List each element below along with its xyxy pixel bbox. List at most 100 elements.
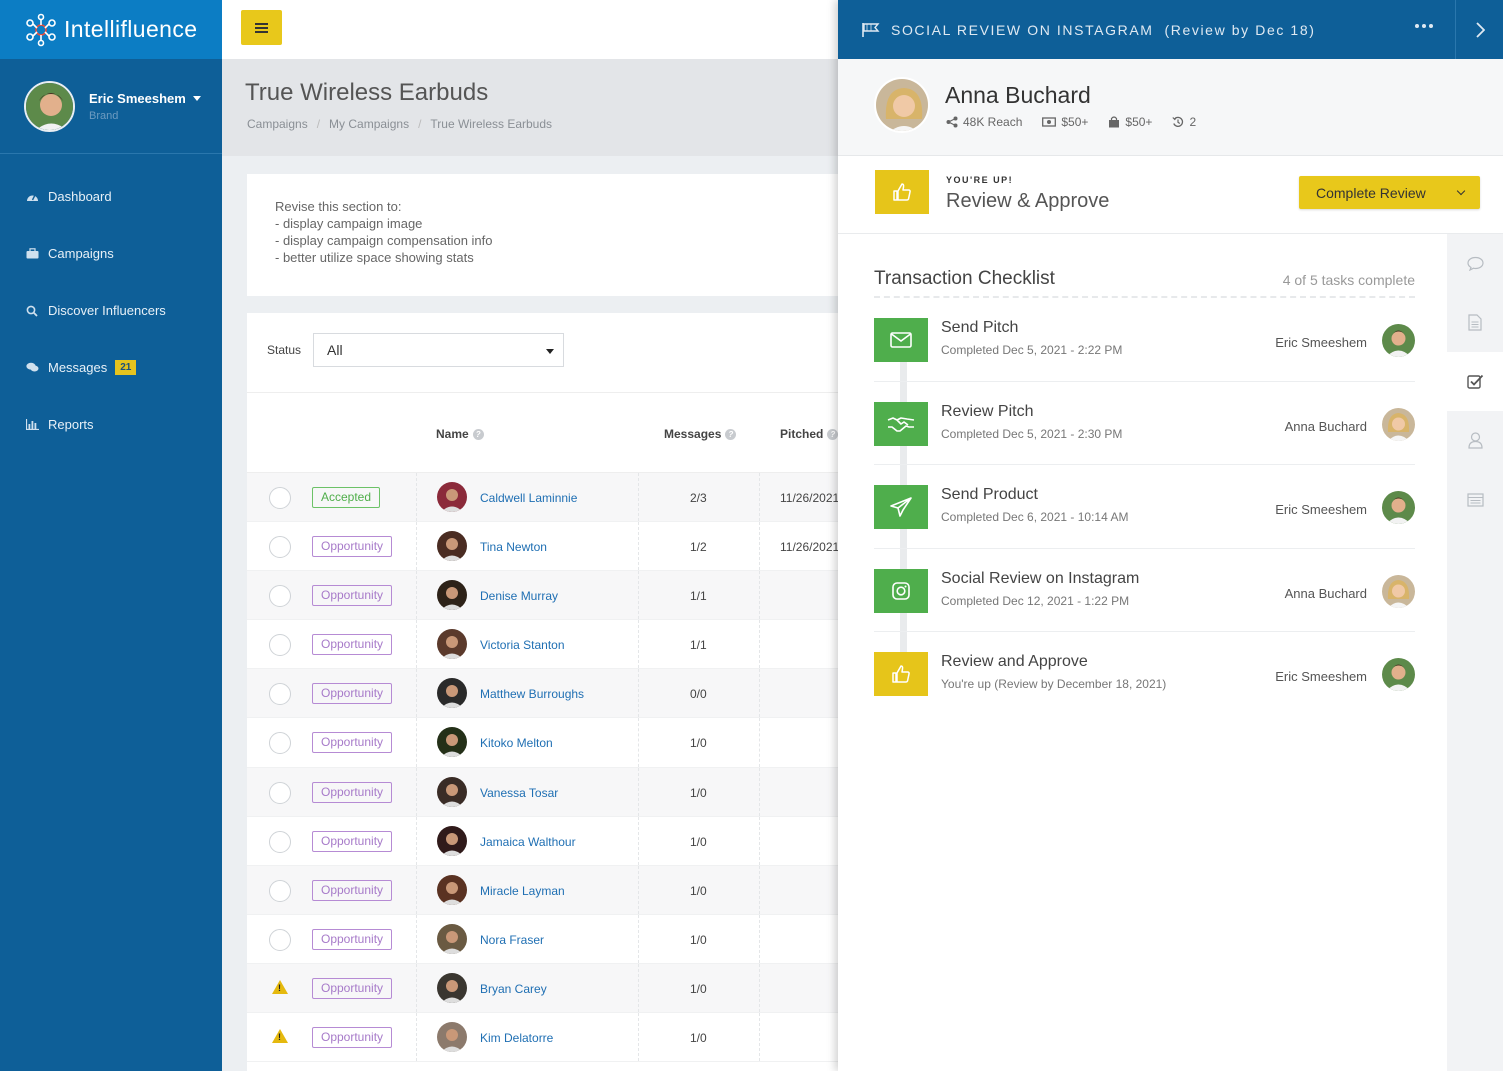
- table-row[interactable]: Opportunity Denise Murray 1/1: [247, 571, 838, 621]
- row-select-radio[interactable]: [269, 683, 291, 706]
- influencer-name-link[interactable]: Miracle Layman: [480, 883, 565, 898]
- messages-count: 1/0: [690, 981, 707, 996]
- breadcrumb-separator: /: [316, 117, 321, 131]
- row-select-radio[interactable]: [269, 781, 291, 804]
- table-row[interactable]: Opportunity Victoria Stanton 1/1: [247, 620, 838, 670]
- status-badge: Opportunity: [312, 683, 393, 705]
- sidebar-item-reports[interactable]: Reports: [0, 396, 222, 453]
- table-row[interactable]: Opportunity Vanessa Tosar 1/0: [247, 767, 838, 817]
- document-icon: [1468, 314, 1482, 331]
- avatar: [437, 482, 467, 512]
- logo-icon: [26, 13, 56, 46]
- page-title: True Wireless Earbuds: [245, 79, 489, 106]
- task-status: Completed Dec 5, 2021 - 2:22 PM: [941, 343, 1123, 357]
- table-row[interactable]: Opportunity Miracle Layman 1/0: [247, 865, 838, 915]
- user-profile[interactable]: Eric Smeeshem Brand: [0, 59, 222, 154]
- influencer-name-link[interactable]: Matthew Burroughs: [480, 687, 585, 702]
- thumbs-up-icon: [875, 170, 929, 214]
- caret-down-icon: [546, 349, 554, 354]
- menu-toggle-button[interactable]: [241, 10, 282, 45]
- help-icon[interactable]: ?: [472, 428, 484, 440]
- table-row[interactable]: Opportunity Nora Fraser 1/0: [247, 914, 838, 964]
- task-assignee: Eric Smeeshem: [1275, 335, 1367, 350]
- column-name[interactable]: Name?: [436, 427, 484, 441]
- breadcrumb-campaigns[interactable]: Campaigns: [247, 117, 308, 131]
- reach-value: 48K Reach: [963, 115, 1023, 129]
- user-icon: [1467, 432, 1483, 449]
- note-line: Revise this section to:: [275, 199, 402, 214]
- task-assignee: Anna Buchard: [1284, 418, 1367, 434]
- column-pitched[interactable]: Pitched?: [780, 427, 839, 441]
- influencer-name-link[interactable]: Vanessa Tosar: [480, 785, 559, 800]
- row-select-radio[interactable]: [269, 732, 291, 755]
- help-icon[interactable]: ?: [725, 428, 737, 440]
- influencer-name-link[interactable]: Caldwell Laminnie: [480, 491, 578, 505]
- row-select-radio[interactable]: [269, 879, 291, 902]
- status-badge: Opportunity: [312, 536, 393, 558]
- status-badge: Opportunity: [312, 879, 393, 901]
- row-select-radio[interactable]: [269, 928, 291, 951]
- checklist-task[interactable]: Review Pitch Completed Dec 5, 2021 - 2:3…: [874, 382, 1415, 465]
- influencer-name-link[interactable]: Victoria Stanton: [480, 638, 565, 653]
- checklist-task[interactable]: Social Review on Instagram Completed Dec…: [874, 549, 1415, 632]
- sidebar-item-dashboard[interactable]: Dashboard: [0, 168, 222, 225]
- influencer-name[interactable]: Anna Buchard: [945, 82, 1091, 108]
- panel-title-text: SOCIAL REVIEW ON INSTAGRAM: [891, 21, 1154, 38]
- table-row[interactable]: Opportunity Tina Newton 1/2 11/26/2021: [247, 522, 838, 572]
- checklist-task[interactable]: Send Pitch Completed Dec 5, 2021 - 2:22 …: [874, 298, 1415, 382]
- influencer-name-link[interactable]: Kitoko Melton: [480, 736, 553, 751]
- tab-details[interactable]: [1447, 470, 1503, 529]
- influencer-list: Status All Name? Messages? Pitched? Acce…: [247, 313, 839, 1071]
- status-badge: Accepted: [312, 487, 381, 508]
- breadcrumb-my-campaigns[interactable]: My Campaigns: [329, 117, 410, 131]
- more-options-icon[interactable]: [1415, 24, 1433, 28]
- task-status: Completed Dec 12, 2021 - 1:22 PM: [941, 593, 1130, 608]
- tab-profile[interactable]: [1447, 411, 1503, 470]
- table-row[interactable]: Opportunity Kim Delatorre 1/0: [247, 1013, 838, 1063]
- row-select-radio[interactable]: [269, 487, 291, 509]
- influencer-name-link[interactable]: Tina Newton: [480, 540, 547, 555]
- table-row[interactable]: Opportunity Matthew Burroughs 0/0: [247, 669, 838, 719]
- task-title: Review Pitch: [941, 402, 1034, 420]
- row-select-radio[interactable]: [269, 634, 291, 657]
- table-row[interactable]: Accepted Caldwell Laminnie 2/3 11/26/202…: [247, 473, 838, 523]
- table-row[interactable]: Opportunity Kitoko Melton 1/0: [247, 718, 838, 768]
- column-messages[interactable]: Messages?: [664, 427, 737, 441]
- checklist-task[interactable]: Send Product Completed Dec 6, 2021 - 10:…: [874, 465, 1415, 549]
- influencer-name-link[interactable]: Nora Fraser: [480, 932, 545, 947]
- row-select-radio[interactable]: [269, 536, 291, 559]
- checklist-task[interactable]: Review and Approve You're up (Review by …: [874, 632, 1415, 716]
- tab-documents[interactable]: [1447, 293, 1503, 352]
- sidebar-item-discover-influencers[interactable]: Discover Influencers: [0, 282, 222, 339]
- tab-comments[interactable]: [1447, 234, 1503, 293]
- row-select-radio[interactable]: [269, 585, 291, 608]
- note-line: - display campaign image: [275, 216, 423, 231]
- sidebar-item-campaigns[interactable]: Campaigns: [0, 225, 222, 282]
- tab-checklist[interactable]: [1447, 352, 1503, 411]
- row-select-radio[interactable]: [269, 830, 291, 853]
- help-icon[interactable]: ?: [827, 428, 839, 440]
- influencer-name-link[interactable]: Bryan Carey: [480, 981, 547, 996]
- user-name[interactable]: Eric Smeeshem: [89, 91, 201, 106]
- sidebar: Intellifluence Eric Smeeshem Brand Dashb…: [0, 0, 222, 1071]
- handshake-icon: [874, 401, 928, 446]
- sidebar-item-messages[interactable]: Messages 21: [0, 339, 222, 396]
- table-row[interactable]: Opportunity Jamaica Walthour 1/0: [247, 816, 838, 866]
- influencer-name-link[interactable]: Kim Delatorre: [480, 1031, 554, 1046]
- messages-count: 1/0: [690, 1031, 707, 1046]
- task-title: Send Product: [941, 486, 1038, 503]
- revision-notes: Revise this section to: - display campai…: [247, 174, 838, 296]
- flag-icon: [862, 22, 880, 37]
- close-panel-button[interactable]: [1455, 0, 1503, 59]
- brand-name: Intellifluence: [64, 16, 198, 42]
- status-filter-select[interactable]: All: [313, 333, 564, 367]
- influencer-name-link[interactable]: Jamaica Walthour: [480, 834, 576, 849]
- complete-review-label: Complete Review: [1316, 184, 1426, 201]
- hamburger-icon: [255, 22, 268, 33]
- complete-review-button[interactable]: Complete Review: [1299, 176, 1480, 209]
- status-badge: Opportunity: [312, 781, 393, 803]
- influencer-name-link[interactable]: Denise Murray: [480, 589, 559, 604]
- column-pitched-label: Pitched: [780, 427, 824, 441]
- task-status: Completed Dec 6, 2021 - 10:14 AM: [941, 510, 1129, 524]
- table-row[interactable]: Opportunity Bryan Carey 1/0: [247, 963, 838, 1014]
